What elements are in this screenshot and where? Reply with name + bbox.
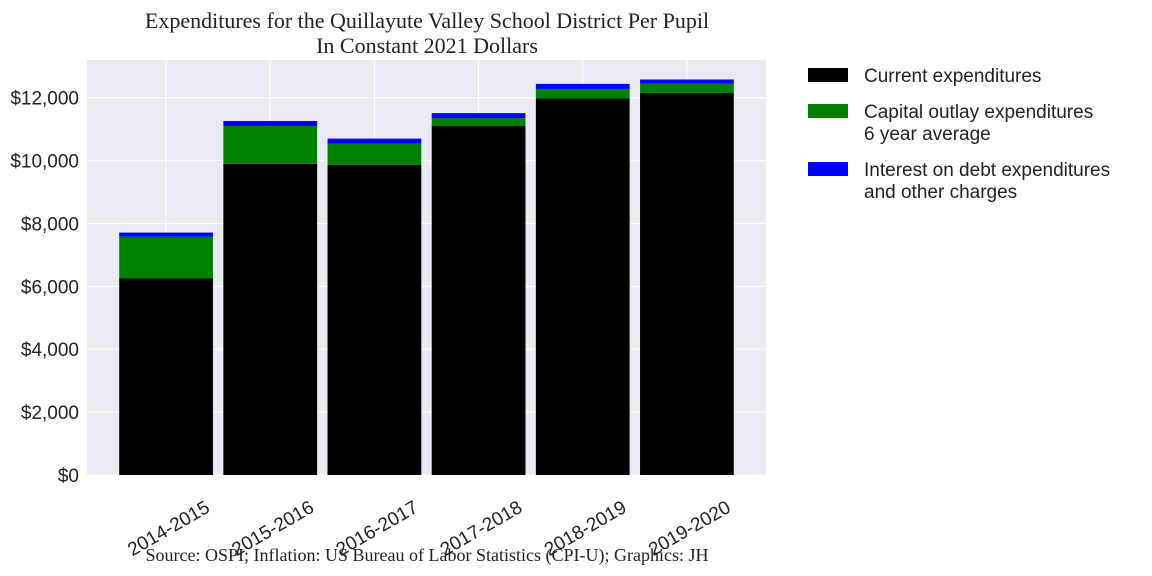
- bar-segment-series-0: [535, 98, 630, 475]
- y-tick-label: $6,000: [21, 277, 79, 298]
- chart-title: Expenditures for the Quillayute Valley S…: [145, 8, 709, 33]
- bar-segment-series-2: [431, 113, 526, 119]
- y-tick-label: $0: [58, 466, 79, 487]
- bar-segment-series-1: [535, 88, 630, 99]
- legend-swatch: [808, 68, 848, 82]
- y-tick-label: $4,000: [21, 340, 79, 361]
- bar-segment-series-0: [431, 126, 526, 475]
- bar-segment-series-0: [327, 164, 422, 475]
- bar-segment-series-0: [223, 163, 318, 475]
- legend-swatch: [808, 104, 848, 118]
- bar-segment-series-2: [223, 120, 318, 127]
- y-tick-label: $12,000: [10, 89, 79, 110]
- chart-subtitle: In Constant 2021 Dollars: [316, 33, 538, 58]
- legend-label: and other charges: [864, 182, 1017, 203]
- bar-segment-series-2: [327, 138, 422, 144]
- bar-segment-series-1: [640, 83, 734, 94]
- bar-segment-series-1: [119, 236, 213, 279]
- legend-label: Capital outlay expenditures: [864, 102, 1093, 123]
- bar-segment-series-1: [327, 143, 422, 165]
- bar-segment-series-0: [119, 278, 213, 475]
- y-axis-ticks: $0 $2,000 $4,000 $6,000 $8,000 $10,000 $12,000: [10, 89, 79, 487]
- legend-label: Current expenditures: [864, 66, 1041, 87]
- source-note: Source: OSPI; Inflation: US Bureau of La…: [146, 545, 709, 566]
- legend-swatch: [808, 162, 848, 176]
- bar-segment-series-1: [431, 118, 526, 127]
- bar-segment-series-2: [640, 79, 734, 84]
- y-tick-label: $2,000: [21, 403, 79, 424]
- bar-segment-series-0: [640, 93, 734, 476]
- bar-segment-series-1: [223, 126, 318, 164]
- bar-segment-series-2: [119, 232, 213, 237]
- y-tick-label: $10,000: [10, 152, 79, 173]
- legend-label: 6 year average: [864, 124, 991, 145]
- legend-label: Interest on debt expenditures: [864, 160, 1110, 181]
- bar-segment-series-2: [535, 83, 630, 89]
- y-tick-label: $8,000: [21, 214, 79, 235]
- legend: Current expenditures Capital outlay expen…: [808, 66, 1110, 203]
- bars: [119, 79, 734, 476]
